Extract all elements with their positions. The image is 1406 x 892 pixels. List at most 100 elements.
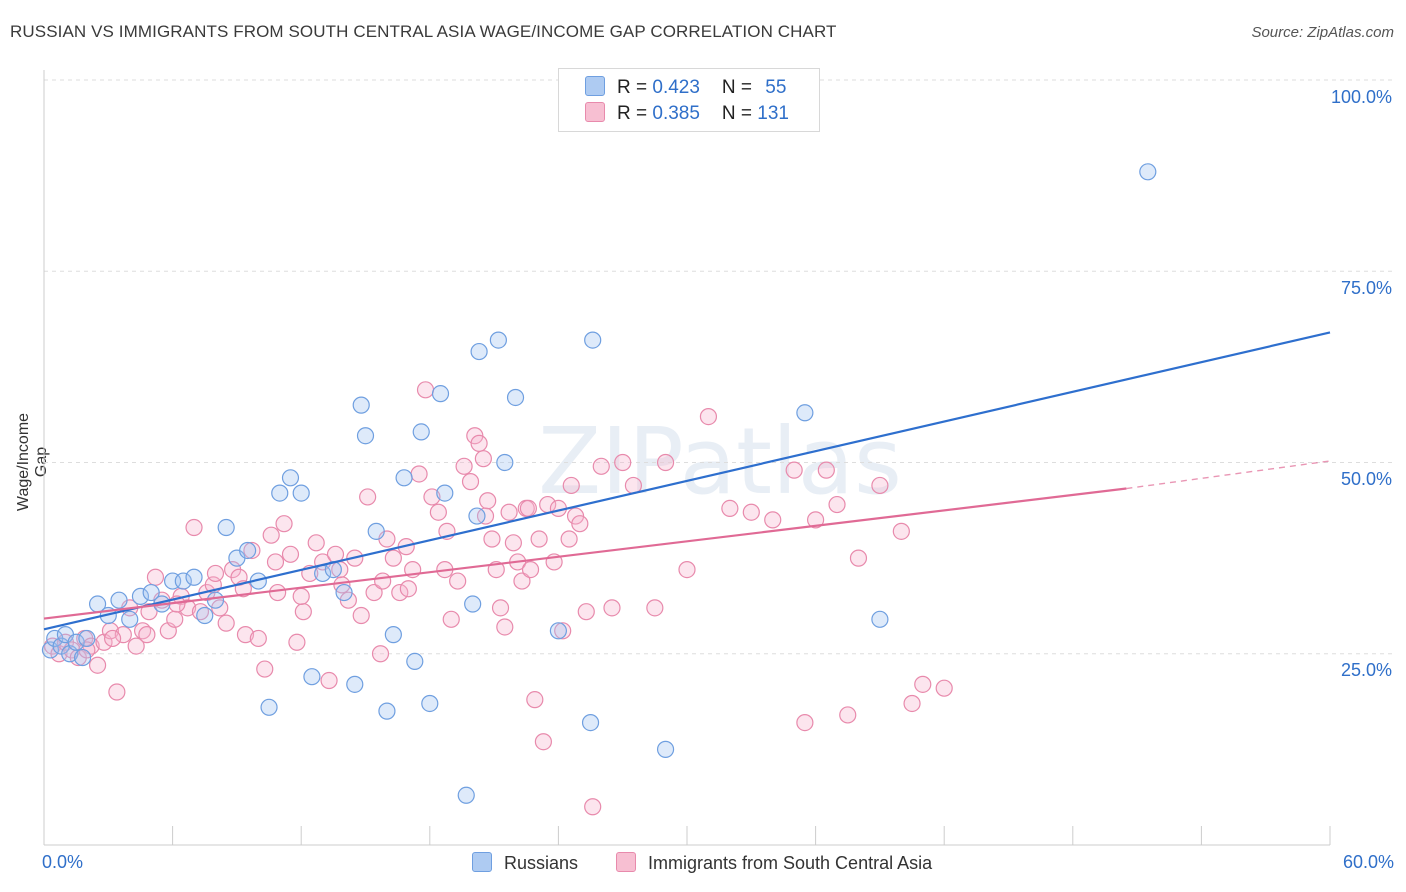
immigrants-point: [530, 530, 548, 548]
immigrants-point: [449, 572, 467, 590]
immigrants-point: [88, 656, 107, 674]
y-tick-label-50: 50.0%: [1340, 469, 1392, 489]
immigrants-point: [828, 495, 846, 514]
russians-point: [1139, 163, 1157, 181]
immigrants-point: [410, 465, 428, 483]
immigrants-point: [519, 499, 537, 517]
immigrants-trendline: [43, 487, 1127, 620]
russians-point: [131, 587, 150, 605]
immigrants-point: [914, 675, 932, 693]
immigrants-point: [455, 457, 473, 475]
legend-row-russians: R = 0.423 N = 55: [585, 76, 786, 100]
immigrants-point: [294, 603, 312, 621]
immigrants-point: [796, 713, 814, 732]
immigrants-point: [603, 599, 621, 617]
gridlines: [44, 79, 1392, 655]
immigrants-point: [935, 679, 953, 697]
immigrants-point: [513, 572, 531, 590]
immigrants-point: [185, 518, 203, 537]
immigrants-point: [461, 473, 480, 491]
immigrants-point: [371, 645, 390, 663]
r-label: R =: [617, 103, 653, 124]
immigrants-point: [479, 492, 497, 510]
immigrants-r-value: 0.385: [652, 103, 700, 124]
immigrants-point: [839, 706, 857, 724]
russians-point: [796, 404, 814, 422]
axes: [43, 70, 1331, 846]
immigrants-point: [892, 522, 910, 540]
russians-point: [406, 652, 424, 671]
immigrants-point: [562, 476, 580, 495]
russians-point: [352, 396, 370, 414]
immigrants-point: [384, 549, 402, 567]
y-tick-label-100: 100.0%: [1330, 87, 1392, 107]
russians-point: [346, 675, 364, 693]
russians-point: [468, 507, 486, 525]
immigrants-point: [560, 530, 578, 548]
n-label: N =: [721, 77, 758, 98]
russians-point: [464, 595, 482, 613]
russians-point: [121, 610, 139, 628]
russians-points: [41, 163, 1157, 804]
russians-point: [78, 629, 96, 648]
immigrants-point: [584, 798, 602, 816]
immigrants-point: [500, 503, 518, 521]
immigrants-point: [423, 488, 441, 506]
bottom-legend-immigrants: Immigrants from South Central Asia: [616, 852, 932, 874]
trend-lines: [43, 331, 1331, 631]
immigrants-point: [146, 568, 165, 586]
russians-point: [584, 331, 602, 349]
immigrants-point: [217, 614, 235, 632]
russians-point: [174, 572, 192, 590]
y-tick-label-75: 75.0%: [1340, 278, 1392, 298]
immigrants-point: [266, 553, 285, 571]
immigrants-point: [903, 694, 921, 713]
russians-point: [271, 484, 289, 502]
russians-point: [871, 610, 889, 628]
immigrants-point: [614, 453, 632, 472]
russians-point: [110, 591, 128, 609]
immigrants-point: [699, 408, 718, 426]
immigrants-point: [275, 515, 293, 533]
russians-point: [581, 713, 600, 732]
immigrants-point: [592, 457, 610, 475]
immigrants-point: [140, 603, 158, 621]
russians-point: [196, 606, 214, 625]
legend-row-immigrants: R = 0.385 N = 131: [585, 102, 789, 126]
russians-point: [303, 668, 321, 686]
immigrants-point: [391, 583, 409, 602]
immigrants-point: [491, 599, 510, 617]
immigrants-point: [534, 733, 552, 751]
russians-point: [260, 698, 278, 716]
russians-point: [67, 633, 85, 651]
russians-r-value: 0.423: [652, 77, 700, 98]
russians-point: [73, 648, 92, 667]
immigrants-point: [359, 488, 377, 506]
immigrants-point: [166, 610, 184, 628]
immigrants-point: [288, 633, 306, 651]
immigrants-point: [871, 476, 889, 495]
russians-point: [292, 484, 310, 502]
immigrants-point: [554, 622, 572, 640]
russians-trendline: [43, 331, 1331, 631]
immigrants-point: [127, 637, 145, 655]
russians-point: [470, 342, 488, 361]
immigrants-point: [320, 671, 338, 690]
immigrants-point: [256, 660, 274, 678]
russians-point: [384, 626, 402, 644]
immigrants-point: [429, 503, 447, 521]
immigrants-point: [656, 453, 675, 472]
russians-point: [239, 541, 257, 560]
immigrants-point: [103, 629, 122, 648]
russians-point: [378, 702, 396, 720]
immigrants-point: [374, 572, 392, 590]
russians-point: [335, 583, 353, 602]
russians-point: [395, 469, 413, 487]
russians-point: [656, 740, 675, 758]
bottom-legend-russians: Russians: [472, 852, 578, 874]
russians-point: [489, 331, 507, 349]
russians-point: [436, 484, 454, 502]
russians-point: [506, 388, 525, 407]
russians-point: [421, 694, 439, 713]
